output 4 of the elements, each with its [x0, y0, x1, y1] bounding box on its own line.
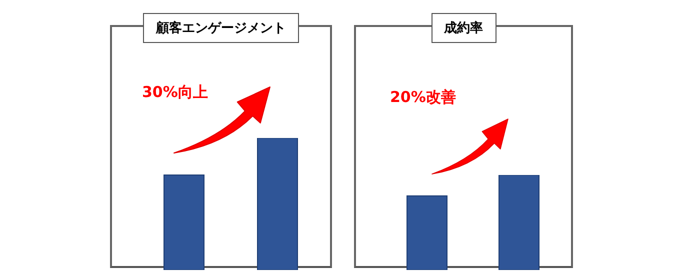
text: 20%改善	[390, 88, 456, 107]
text: 30%向上	[142, 83, 208, 102]
chart-title: 顧客エンゲージメント	[143, 13, 299, 43]
chart-title: 成約率	[431, 13, 496, 43]
